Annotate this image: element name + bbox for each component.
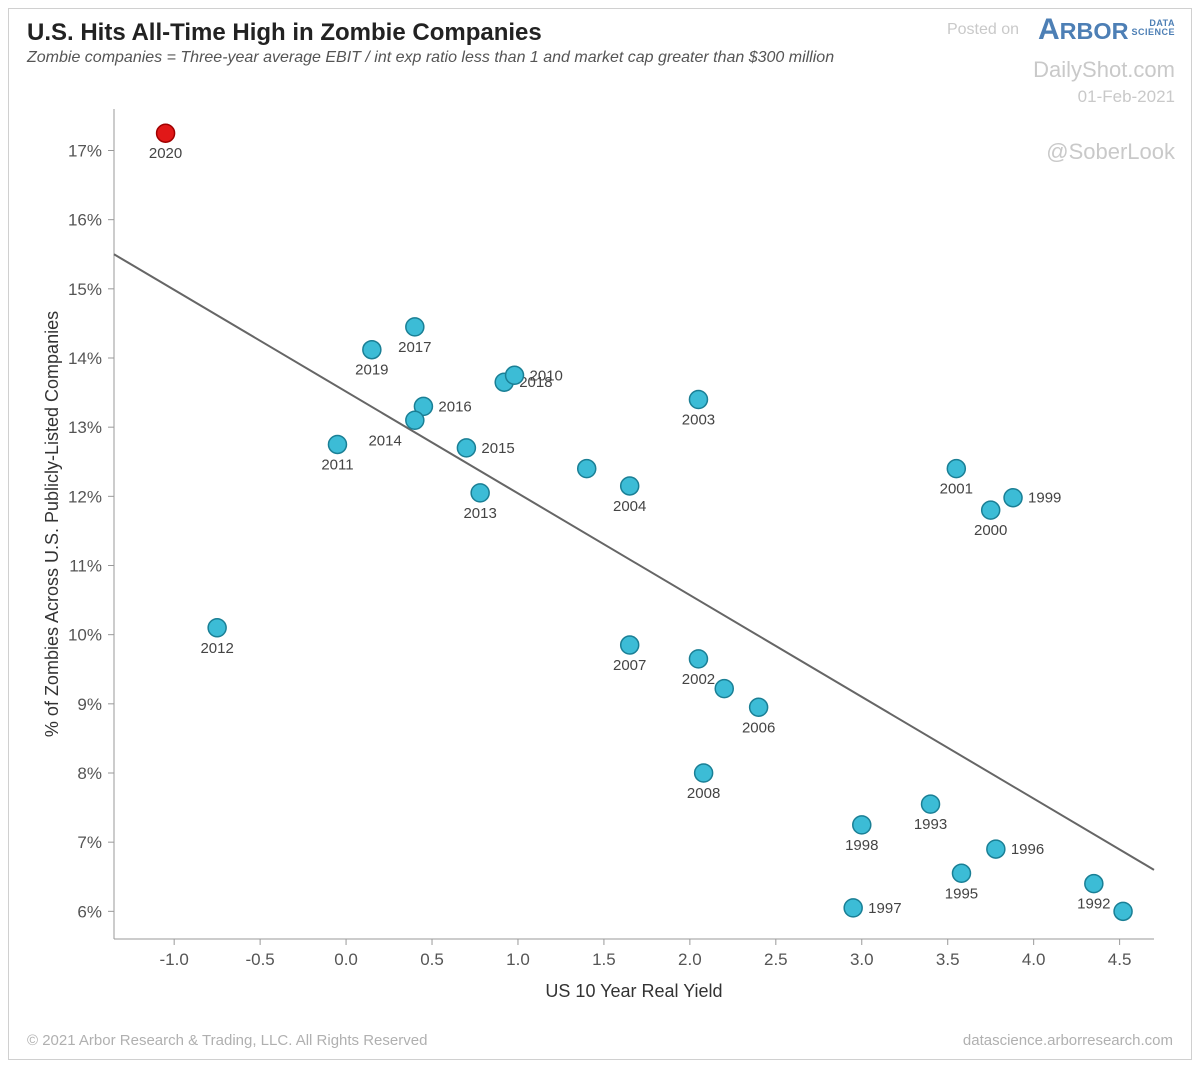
- x-tick-label: 2.5: [764, 950, 788, 969]
- scatter-point: [987, 840, 1005, 858]
- scatter-point: [922, 795, 940, 813]
- scatter-point: [457, 439, 475, 457]
- y-tick-label: 17%: [68, 142, 102, 161]
- scatter-point: [750, 698, 768, 716]
- scatter-point: [1085, 875, 1103, 893]
- point-label: 2000: [974, 522, 1007, 539]
- point-label: 2008: [687, 785, 720, 802]
- x-tick-label: 4.0: [1022, 950, 1046, 969]
- scatter-point: [952, 864, 970, 882]
- point-label: 1999: [1028, 490, 1061, 507]
- y-tick-label: 8%: [77, 764, 102, 783]
- y-tick-label: 9%: [77, 695, 102, 714]
- y-tick-label: 11%: [69, 557, 102, 576]
- scatter-point: [853, 816, 871, 834]
- x-tick-label: 2.0: [678, 950, 702, 969]
- scatter-point: [1114, 902, 1132, 920]
- scatter-plot: 6% 7% 8% 9% 10% 11% 12% 13% 14% 15% 16% 17% -1.0 -0.5…: [34, 79, 1174, 1019]
- brand-logo: ARBORDATA SCIENCE: [1038, 15, 1175, 45]
- scatter-point: [689, 391, 707, 409]
- posted-on-label: Posted on: [947, 21, 1019, 39]
- scatter-point: [1004, 489, 1022, 507]
- scatter-point: [471, 484, 489, 502]
- x-tick-label: 3.0: [850, 950, 874, 969]
- point-label: 2019: [355, 362, 388, 379]
- x-axis-title: US 10 Year Real Yield: [545, 981, 722, 1001]
- x-tick-label: 1.5: [592, 950, 616, 969]
- brand-sub: DATA SCIENCE: [1131, 19, 1175, 37]
- point-label: 1992: [1077, 896, 1110, 913]
- point-label: 2016: [438, 398, 471, 415]
- point-label: 2002: [682, 671, 715, 688]
- scatter-point: [689, 650, 707, 668]
- y-tick-label: 10%: [68, 626, 102, 645]
- y-tick-label: 12%: [68, 487, 102, 506]
- scatter-point: [844, 899, 862, 917]
- point-label: 2012: [200, 640, 233, 657]
- x-tick-label: 1.0: [506, 950, 530, 969]
- scatter-point: [621, 477, 639, 495]
- point-label: 2011: [321, 456, 353, 473]
- point-label: 2013: [463, 505, 496, 522]
- x-tick-label: 0.5: [420, 950, 444, 969]
- scatter-point: [715, 680, 733, 698]
- source-url-text: datascience.arborresearch.com: [963, 1032, 1173, 1049]
- chart-title: U.S. Hits All-Time High in Zombie Compan…: [27, 19, 542, 47]
- x-tick-label: 4.5: [1108, 950, 1132, 969]
- point-label: 2015: [481, 440, 514, 457]
- scatter-point: [208, 619, 226, 637]
- point-label: 1996: [1011, 841, 1044, 858]
- x-tick-label: 0.0: [334, 950, 358, 969]
- brand-main: ARBOR: [1038, 13, 1129, 46]
- y-tick-label: 15%: [68, 280, 102, 299]
- point-label: 2006: [742, 719, 775, 736]
- y-tick-label: 7%: [77, 833, 102, 852]
- point-label: 2010: [530, 367, 563, 384]
- point-label: 2017: [398, 339, 431, 356]
- scatter-point: [578, 460, 596, 478]
- point-label: 2003: [682, 412, 715, 429]
- scatter-point: [328, 435, 346, 453]
- point-label: 2007: [613, 657, 646, 674]
- y-tick-label: 14%: [68, 349, 102, 368]
- y-tick-label: 13%: [68, 418, 102, 437]
- point-label: 2004: [613, 498, 646, 515]
- y-tick-label: 6%: [77, 902, 102, 921]
- scatter-point: [621, 636, 639, 654]
- page-outer: U.S. Hits All-Time High in Zombie Compan…: [0, 0, 1200, 1068]
- scatter-point: [406, 411, 424, 429]
- chart-panel: U.S. Hits All-Time High in Zombie Compan…: [8, 8, 1192, 1060]
- x-tick-label: 3.5: [936, 950, 960, 969]
- x-tick-label: -0.5: [245, 950, 274, 969]
- scatter-point: [506, 366, 524, 384]
- scatter-point: [982, 501, 1000, 519]
- point-label: 2001: [940, 481, 973, 498]
- point-label: 2020: [149, 145, 182, 162]
- y-tick-label: 16%: [68, 211, 102, 230]
- scatter-point: [157, 124, 175, 142]
- point-label: 1993: [914, 816, 947, 833]
- scatter-point: [363, 341, 381, 359]
- point-label: 1997: [868, 900, 901, 917]
- point-label: 2014: [368, 432, 401, 449]
- trend-line: [114, 254, 1154, 870]
- scatter-point: [406, 318, 424, 336]
- scatter-point: [947, 460, 965, 478]
- scatter-point: [695, 764, 713, 782]
- y-axis-title: % of Zombies Across U.S. Publicly-Listed…: [42, 311, 62, 737]
- point-label: 1998: [845, 837, 878, 854]
- chart-subtitle: Zombie companies = Three-year average EB…: [27, 49, 834, 67]
- copyright-text: © 2021 Arbor Research & Trading, LLC. Al…: [27, 1032, 427, 1049]
- point-label: 1995: [945, 885, 978, 902]
- x-tick-label: -1.0: [160, 950, 189, 969]
